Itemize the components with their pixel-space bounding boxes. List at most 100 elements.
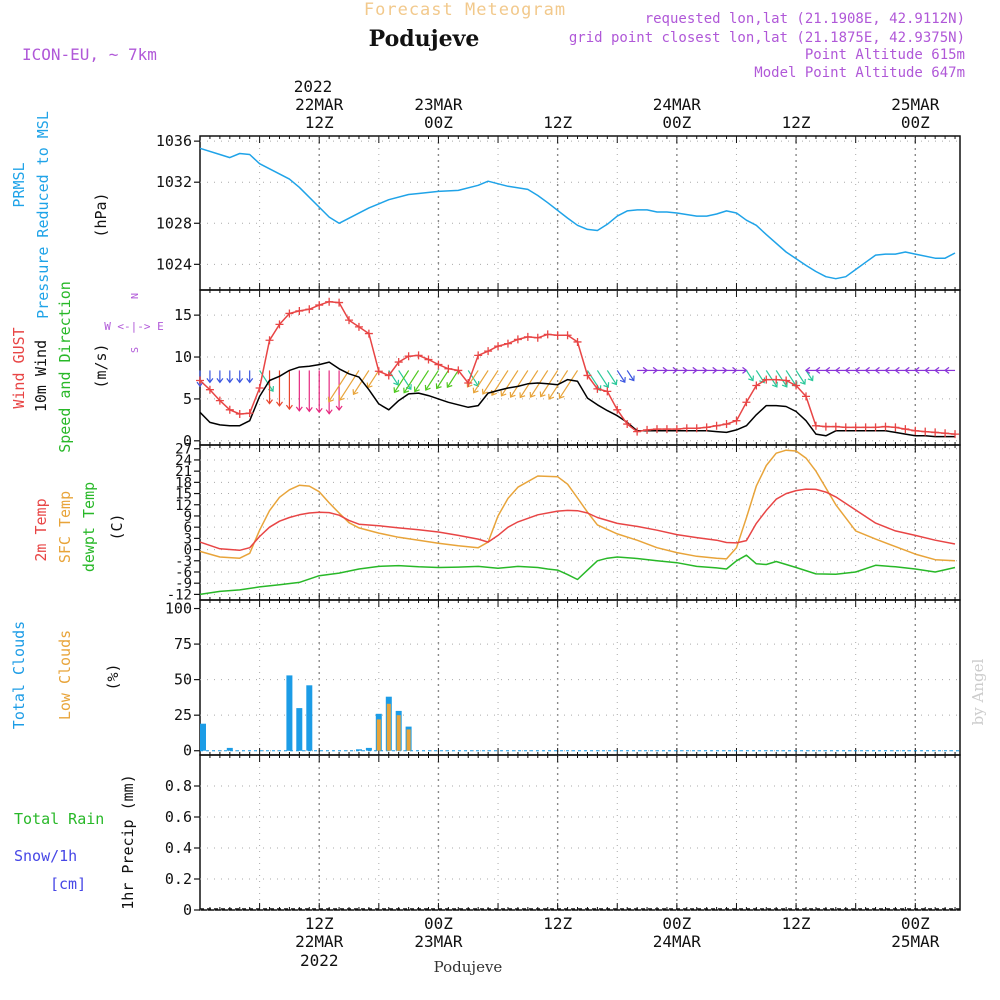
wind-gust-marker: [802, 392, 811, 401]
precipitation-ytick-label: 0.2: [165, 870, 192, 888]
wind-gust-marker: [434, 360, 443, 369]
wind-gust-marker: [235, 410, 244, 418]
wind-barb-head: [500, 390, 507, 397]
sfc-temp-line: [199, 449, 956, 562]
top-hour-label: 12Z: [782, 113, 811, 132]
wind-barb-shaft: [616, 370, 626, 383]
wind-gust-marker: [285, 309, 294, 318]
wind-gust-marker: [861, 423, 870, 432]
temperature-ytick-label: 12: [175, 498, 192, 514]
top-hour-label: 12Z: [305, 113, 334, 132]
wind-barb-head: [335, 405, 343, 411]
wind-barb-shaft: [745, 370, 754, 381]
wind-barb-head: [206, 378, 214, 384]
dewpt-temp-line: [199, 554, 956, 596]
top-hour-label: 12Z: [543, 113, 572, 132]
pressure-ytick-label: 1028: [156, 214, 192, 232]
wind-speed-dir-label: Speed and Direction: [56, 281, 74, 453]
wind-gust-marker: [682, 424, 691, 433]
wind-barb-shaft: [414, 370, 430, 392]
temperature-ytick-label: -9: [175, 576, 192, 592]
wind-gust-marker: [464, 379, 473, 387]
wind-barb-head: [558, 393, 565, 400]
wind-gust-marker: [225, 405, 234, 414]
bottom-date-label: 24MAR: [653, 932, 702, 951]
total-clouds-label: Total Clouds: [10, 621, 28, 729]
pressure-panel: 1024 1028 1032 1036: [156, 132, 961, 291]
wind-gust-marker: [792, 381, 801, 390]
wind-barb-head: [603, 382, 610, 389]
wind-gust-marker: [712, 421, 721, 430]
low-clouds-bar: [376, 719, 381, 751]
wind-gust-marker: [633, 427, 642, 436]
wind-ytick-label: 5: [183, 390, 192, 408]
precipitation-ytick-label: 0: [183, 901, 192, 919]
wind-ytick-label: 0: [183, 432, 192, 450]
wind-barb-head: [352, 389, 359, 396]
wind-gust-marker: [414, 351, 423, 360]
wind-barb-shaft: [626, 370, 635, 381]
wind-gust-marker: [245, 409, 254, 418]
wind-gust-marker: [762, 375, 771, 384]
wind-barb-head: [799, 379, 806, 385]
temperature-ytick-label: 27: [175, 442, 192, 458]
wind-barb-head: [393, 387, 400, 394]
compass-north-label: N: [130, 293, 141, 299]
wind-gust-marker: [523, 332, 532, 341]
wind-gust-marker: [444, 364, 453, 373]
wind-gust-marker: [503, 339, 512, 348]
wind-barb-shaft: [559, 370, 579, 399]
wind-gust-marker: [255, 384, 264, 393]
wind-gust-marker: [543, 330, 552, 339]
compass-south-label: S: [130, 347, 141, 353]
wind-barb-head: [403, 387, 410, 394]
wind-ytick-label: 15: [174, 306, 192, 324]
wind-barb-head: [748, 375, 754, 382]
bottom-hour-label: 00Z: [424, 914, 453, 933]
wind-gust-marker: [613, 405, 622, 414]
temperature-ytick-label: -12: [167, 587, 192, 603]
top-date-label: 22MAR: [295, 95, 344, 114]
wind-gust-marker: [623, 420, 632, 429]
wind-gust-marker: [841, 423, 850, 432]
wind-gust-marker: [553, 331, 562, 340]
wind-gust-marker: [931, 428, 940, 437]
wind-gust-marker: [374, 367, 383, 376]
total-clouds-bar: [365, 747, 372, 751]
wind-barb-head: [854, 366, 860, 374]
wind-gust-marker: [901, 425, 910, 434]
temperature-ytick-label: 6: [184, 520, 192, 536]
low-clouds-label: Low Clouds: [56, 630, 74, 720]
bottom-year-label: 2022: [300, 951, 339, 970]
wind-barb-head: [393, 379, 400, 386]
top-date-label: 25MAR: [891, 95, 940, 114]
total-clouds-bar: [356, 749, 362, 751]
wind-barb-shaft: [785, 370, 798, 387]
wind-gust-marker: [315, 301, 324, 310]
bottom-date-label: 22MAR: [295, 932, 344, 951]
precipitation-ytick-label: 0.4: [165, 839, 192, 857]
wind-barb-shaft: [596, 370, 609, 388]
wind-gust-marker: [325, 297, 334, 306]
wind-gust-marker: [335, 298, 344, 307]
precipitation-ytick-label: 0.8: [165, 777, 192, 795]
wind-barb-head: [413, 386, 420, 393]
wind-gust-marker: [891, 423, 900, 432]
wind-barb-head: [266, 399, 273, 405]
top-date-label: 24MAR: [653, 95, 702, 114]
wind-barb-shaft: [606, 370, 617, 385]
wind-gust-marker: [593, 384, 602, 393]
wind-gust-marker: [215, 396, 224, 405]
wind-barb-head: [914, 366, 920, 374]
wind-barb-head: [472, 387, 479, 394]
wind-gust-marker: [881, 422, 890, 431]
wind-gust-marker: [474, 351, 483, 360]
temp-dewpt-label: dewpt Temp: [80, 482, 98, 572]
wind-gust-marker: [265, 336, 274, 345]
chart-title: Forecast Meteogram: [364, 0, 566, 20]
temperature-ytick-label: 0: [184, 543, 192, 559]
wind-barb-head: [844, 366, 851, 374]
footer-place: Podujeve: [434, 958, 503, 976]
